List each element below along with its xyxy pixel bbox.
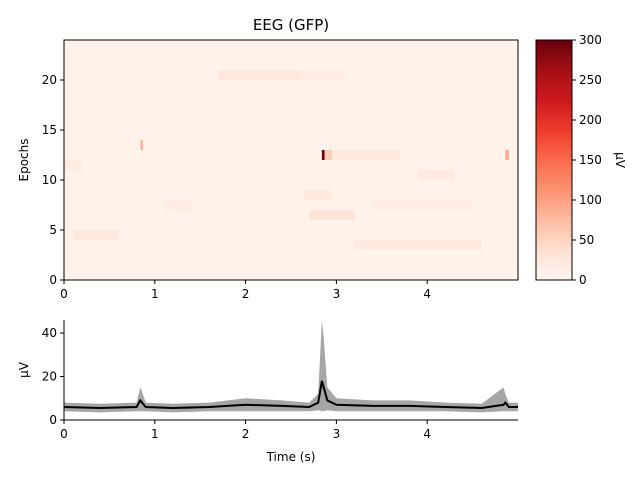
- y-tick-label: 0: [49, 413, 57, 427]
- heatmap-cell: [163, 200, 192, 210]
- y-tick-label: 200: [579, 113, 602, 127]
- heatmap-cell: [321, 150, 325, 160]
- heatmap-cell: [418, 170, 455, 180]
- x-tick-label: 3: [333, 287, 341, 301]
- colorbar-label: µV: [613, 152, 627, 169]
- y-tick-label: 300: [579, 33, 602, 47]
- y-tick-label: 250: [579, 73, 602, 87]
- y-tick-label: 20: [42, 370, 57, 384]
- x-tick-label: 1: [151, 427, 159, 441]
- heatmap-cell: [331, 150, 400, 160]
- x-tick-label: 3: [333, 427, 341, 441]
- heatmap-cell: [354, 240, 482, 250]
- x-tick-label: 0: [60, 287, 68, 301]
- y-tick-label: 150: [579, 153, 602, 167]
- heatmap-cell: [304, 190, 332, 200]
- heatmap-cell: [324, 150, 332, 160]
- gfp-y-label: µV: [17, 361, 31, 378]
- y-tick-label: 15: [42, 123, 57, 137]
- gfp-x-label: Time (s): [266, 450, 316, 464]
- heatmap-cell: [309, 210, 355, 220]
- heatmap-title: EEG (GFP): [253, 16, 329, 34]
- x-tick-label: 2: [242, 287, 250, 301]
- y-tick-label: 0: [579, 273, 587, 287]
- heatmap-cell: [300, 70, 346, 80]
- heatmap-x-ticks: 0 1 2 3 4: [60, 280, 431, 301]
- heatmap-cell: [73, 230, 119, 240]
- heatmap-cell: [372, 200, 473, 210]
- heatmap-y-ticks: 0 5 10 15 20: [42, 73, 64, 287]
- colorbar-ticks: 0 50 100 150 200 250 300: [572, 33, 602, 287]
- heatmap-cell: [140, 140, 143, 150]
- gfp-mean-line: [63, 380, 518, 410]
- x-tick-label: 2: [242, 427, 250, 441]
- heatmap-y-label: Epochs: [17, 139, 31, 182]
- x-tick-label: 0: [60, 427, 68, 441]
- heatmap-cell: [64, 160, 83, 170]
- x-tick-label: 1: [151, 287, 159, 301]
- gfp-y-ticks: 0 20 40: [42, 326, 64, 427]
- colorbar: [536, 40, 572, 280]
- y-tick-label: 20: [42, 73, 57, 87]
- x-tick-label: 4: [423, 427, 431, 441]
- gfp-panel: [63, 320, 518, 413]
- heatmap-cell: [505, 150, 509, 160]
- heatmap-panel: [64, 40, 518, 280]
- x-tick-label: 4: [423, 287, 431, 301]
- y-tick-label: 5: [49, 223, 57, 237]
- heatmap-cell: [218, 70, 301, 80]
- gfp-x-ticks: 0 1 2 3 4: [60, 420, 431, 441]
- gfp-confidence-band: [64, 320, 518, 413]
- y-tick-label: 0: [49, 273, 57, 287]
- heatmap-frame: [63, 39, 519, 281]
- y-tick-label: 10: [42, 173, 57, 187]
- y-tick-label: 40: [42, 326, 57, 340]
- y-tick-label: 50: [579, 233, 594, 247]
- y-tick-label: 100: [579, 193, 602, 207]
